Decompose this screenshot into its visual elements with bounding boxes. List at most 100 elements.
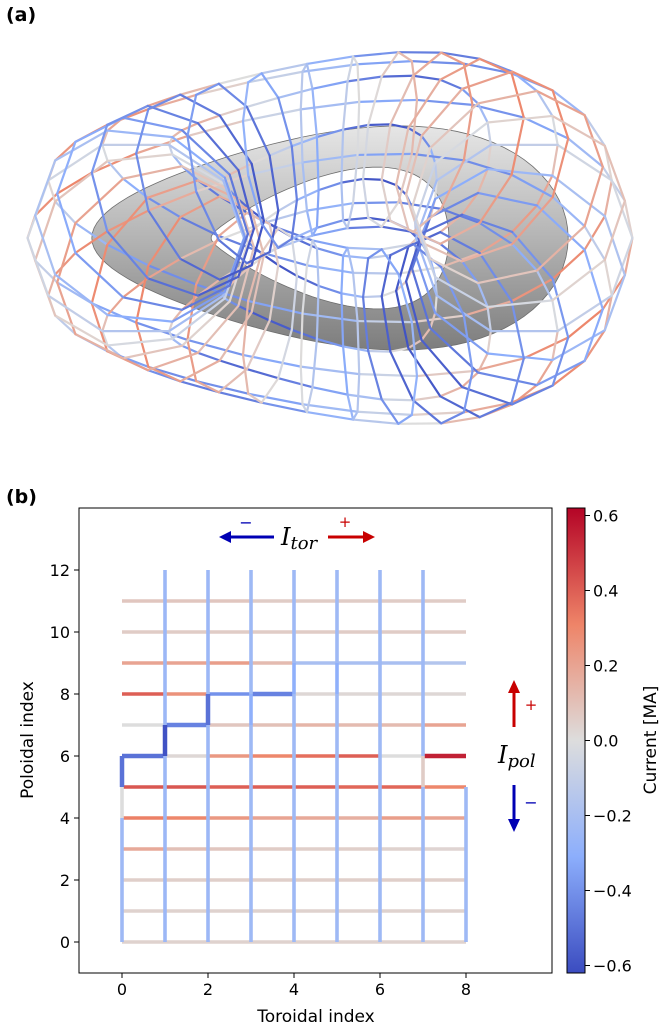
cage-toroidal-bar xyxy=(290,328,319,341)
cage-toroidal-bar xyxy=(351,201,400,205)
cage-toroidal-bar xyxy=(262,253,280,267)
cage-poloidal-bar xyxy=(361,123,370,181)
cage-poloidal-bar xyxy=(195,380,220,394)
cage-poloidal-bar xyxy=(361,257,370,299)
cage-toroidal-bar xyxy=(356,410,413,416)
cage-toroidal-bar xyxy=(168,329,174,340)
cage-poloidal-bar xyxy=(434,275,489,309)
cage-toroidal-bar xyxy=(247,392,304,406)
cage-poloidal-bar xyxy=(106,337,174,347)
cage-poloidal-bar xyxy=(250,162,265,223)
cage-poloidal-bar xyxy=(346,393,355,421)
cage-poloidal-bar xyxy=(461,385,514,406)
cage-toroidal-bar xyxy=(380,74,415,78)
cage-poloidal-bar xyxy=(486,114,554,124)
cage-toroidal-bar xyxy=(461,260,480,285)
cage-poloidal-bar xyxy=(434,121,489,165)
cage-toroidal-bar xyxy=(340,292,365,299)
cage-poloidal-bar xyxy=(195,234,220,286)
cage-toroidal-bar xyxy=(262,209,280,223)
cage-toroidal-bar xyxy=(250,311,271,322)
cage-poloidal-bar xyxy=(551,258,606,302)
cage-poloidal-bar xyxy=(315,135,320,192)
cage-toroidal-bar xyxy=(420,327,432,342)
cage-poloidal-bar xyxy=(397,152,413,204)
cage-toroidal-bar xyxy=(471,357,525,373)
cage-poloidal-bar xyxy=(411,399,443,425)
cage-poloidal-bar xyxy=(311,87,319,139)
colorbar-gradient xyxy=(566,507,586,974)
cage-toroidal-bar xyxy=(551,299,559,333)
cage-toroidal-bar xyxy=(301,312,359,323)
cage-toroidal-bar xyxy=(147,264,198,286)
cage-poloidal-bar xyxy=(461,242,514,263)
tor-symbol: I xyxy=(280,523,291,551)
cage-toroidal-bar xyxy=(247,70,304,84)
cage-toroidal-bar xyxy=(429,311,437,330)
cage-poloidal-bar xyxy=(462,370,474,414)
cage-poloidal-bar xyxy=(340,254,345,295)
cage-toroidal-bar xyxy=(121,177,149,199)
cage-toroidal-bar xyxy=(228,300,240,307)
cage-toroidal-bar xyxy=(389,346,410,353)
cage-poloidal-bar xyxy=(583,248,604,311)
cage-poloidal-bar xyxy=(268,154,280,213)
cage-poloidal-bar xyxy=(179,257,221,281)
cage-poloidal-bar xyxy=(218,195,253,212)
tor-subscript: tor xyxy=(290,533,318,554)
cage-poloidal-bar xyxy=(556,143,613,182)
cage-poloidal-bar xyxy=(217,367,249,394)
cage-toroidal-bar xyxy=(317,284,343,295)
cage-poloidal-bar xyxy=(168,143,225,182)
cage-poloidal-bar xyxy=(361,295,370,353)
cage-toroidal-bar xyxy=(603,179,613,218)
cage-poloidal-bar xyxy=(551,277,570,339)
cage-poloidal-bar xyxy=(180,165,231,192)
cage-poloidal-bar xyxy=(476,371,539,387)
cage-toroidal-bar xyxy=(361,177,383,181)
cage-poloidal-bar xyxy=(146,351,199,372)
cage-poloidal-bar xyxy=(395,289,410,350)
cage-poloidal-bar xyxy=(241,81,250,123)
y-axis-label: Poloidal index xyxy=(18,681,38,799)
cage-poloidal-bar xyxy=(268,222,280,267)
cage-poloidal-bar xyxy=(106,313,174,323)
y-tick-label: 8 xyxy=(60,685,70,704)
arrow-right-icon xyxy=(363,531,375,543)
cage-toroidal-bar xyxy=(476,352,489,374)
cage-toroidal-bar xyxy=(277,263,299,277)
cage-poloidal-bar xyxy=(380,248,400,275)
cage-poloidal-bar xyxy=(420,213,464,235)
y-tick-label: 4 xyxy=(60,809,70,828)
cage-poloidal-bar xyxy=(367,248,383,260)
cage-toroidal-bar xyxy=(268,319,293,331)
cage-poloidal-bar xyxy=(54,129,109,162)
cage-poloidal-bar xyxy=(356,100,361,157)
cage-toroidal-bar xyxy=(311,239,349,249)
cage-toroidal-bar xyxy=(171,129,184,139)
cage-toroidal-bar xyxy=(583,215,606,251)
cage-toroidal-bar xyxy=(47,179,57,203)
cage-toroidal-bar xyxy=(54,200,77,225)
cage-poloidal-bar xyxy=(395,126,410,187)
colorbar-tick-label: 0.4 xyxy=(593,582,618,601)
cage-poloidal-bar xyxy=(405,134,423,196)
cage-poloidal-bar xyxy=(439,231,481,255)
cage-poloidal-bar xyxy=(397,51,413,63)
cage-poloidal-bar xyxy=(461,213,514,234)
colorbar: 0.6 0.4 0.2 0.0 −0.2 −0.4 −0.6 Current [MA] xyxy=(566,507,661,976)
cage-poloidal-bar xyxy=(135,321,150,368)
x-tick-label: 6 xyxy=(375,980,385,999)
cage-poloidal-bar xyxy=(179,93,221,117)
cage-poloidal-bar xyxy=(434,167,489,201)
cage-toroidal-bar xyxy=(535,174,554,207)
cage-poloidal-bar xyxy=(56,192,77,254)
cage-poloidal-bar xyxy=(56,140,77,195)
cage-poloidal-bar xyxy=(315,189,320,229)
cage-toroidal-bar xyxy=(290,135,319,148)
cage-toroidal-bar xyxy=(583,114,606,147)
cage-toroidal-bar xyxy=(290,226,319,241)
cage-poloidal-bar xyxy=(380,51,400,78)
cage-toroidal-bar xyxy=(346,393,383,401)
cage-poloidal-bar xyxy=(389,350,415,402)
